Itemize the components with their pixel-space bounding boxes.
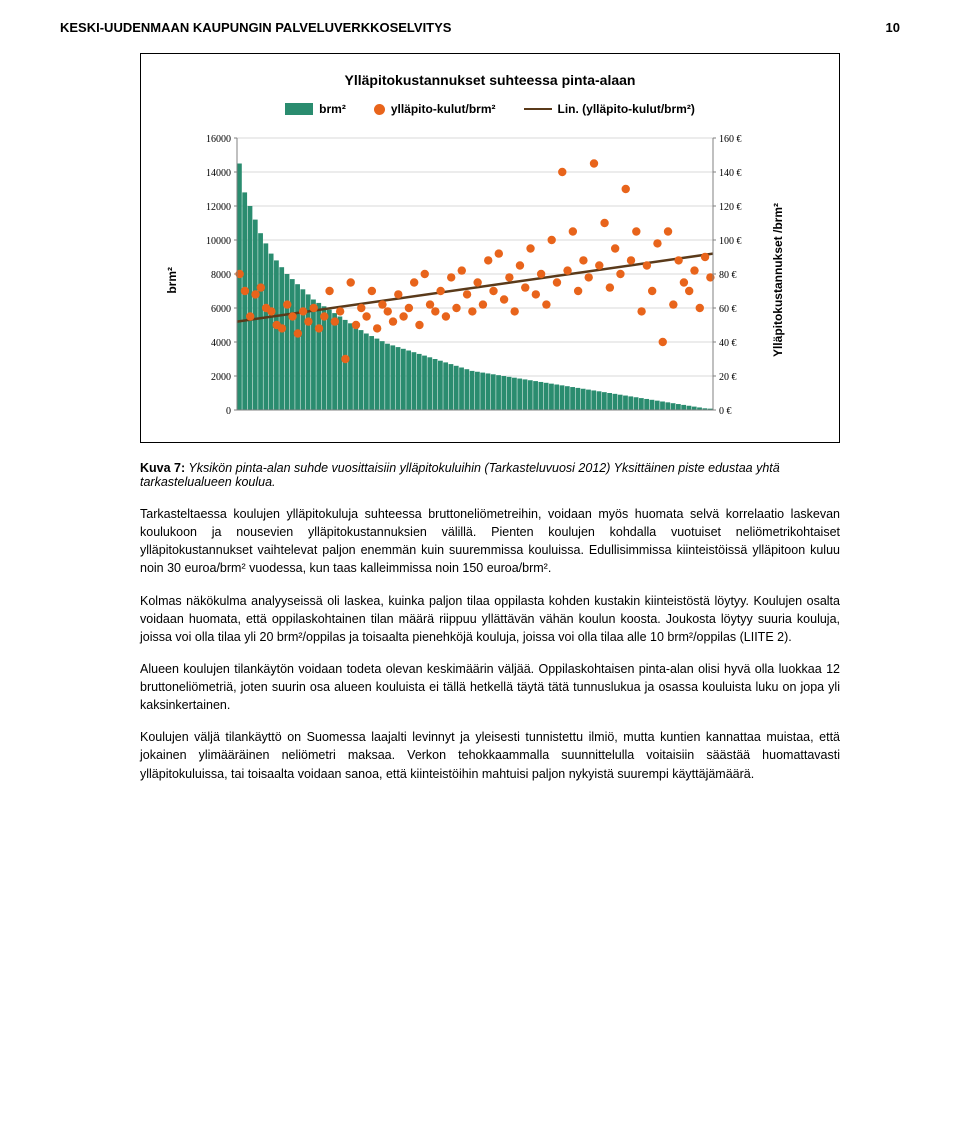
svg-text:12000: 12000 [206,202,231,213]
chart-legend: brm² ylläpito-kulut/brm² Lin. (ylläpito-… [165,102,815,116]
svg-text:140 €: 140 € [719,168,742,179]
y-axis-right-label: Ylläpitokustannukset /brm² [771,203,785,357]
legend-dot: ylläpito-kulut/brm² [374,102,496,116]
bar-swatch-icon [285,103,313,115]
svg-text:6000: 6000 [211,304,231,315]
body-paragraph: Koulujen väljä tilankäyttö on Suomessa l… [140,728,840,782]
svg-text:160 €: 160 € [719,134,742,145]
y-axis-left-label: brm² [165,267,179,294]
svg-text:16000: 16000 [206,134,231,145]
svg-text:2000: 2000 [211,372,231,383]
svg-text:0: 0 [226,406,231,417]
chart-svg: 0 2000 4000 6000 8000 10000 12000 14000 16000 0 €… [185,130,765,430]
svg-text:8000: 8000 [211,270,231,281]
svg-text:40 €: 40 € [719,338,737,349]
body-paragraph: Tarkasteltaessa koulujen ylläpitokuluja … [140,505,840,578]
chart-container: Ylläpitokustannukset suhteessa pinta-ala… [140,53,840,443]
svg-text:20 €: 20 € [719,372,737,383]
svg-text:10000: 10000 [206,236,231,247]
body-paragraph: Alueen koulujen tilankäytön voidaan tode… [140,660,840,714]
page-header: KESKI-UUDENMAAN KAUPUNGIN PALVELUVERKKOS… [60,20,900,35]
caption-lead: Kuva 7: [140,461,185,475]
svg-text:80 €: 80 € [719,270,737,281]
chart-title: Ylläpitokustannukset suhteessa pinta-ala… [165,72,815,88]
chart-plot-wrap: brm² 0 2000 4000 6000 8000 10000 12000 14000 160… [165,130,815,430]
legend-line-label: Lin. (ylläpito-kulut/brm²) [558,102,695,116]
legend-bar: brm² [285,102,346,116]
legend-dot-label: ylläpito-kulut/brm² [391,102,496,116]
doc-title: KESKI-UUDENMAAN KAUPUNGIN PALVELUVERKKOS… [60,20,451,35]
legend-bar-label: brm² [319,102,346,116]
svg-text:0 €: 0 € [719,406,732,417]
page-number: 10 [886,20,900,35]
svg-text:60 €: 60 € [719,304,737,315]
svg-text:4000: 4000 [211,338,231,349]
line-swatch-icon [524,108,552,111]
svg-text:100 €: 100 € [719,236,742,247]
figure-caption: Kuva 7: Yksikön pinta-alan suhde vuositt… [140,461,840,489]
body-paragraph: Kolmas näkökulma analyyseissä oli laskea… [140,592,840,646]
svg-text:120 €: 120 € [719,202,742,213]
svg-text:14000: 14000 [206,168,231,179]
legend-line: Lin. (ylläpito-kulut/brm²) [524,102,695,116]
caption-text: Yksikön pinta-alan suhde vuosittaisiin y… [140,461,780,489]
dot-swatch-icon [374,104,385,115]
